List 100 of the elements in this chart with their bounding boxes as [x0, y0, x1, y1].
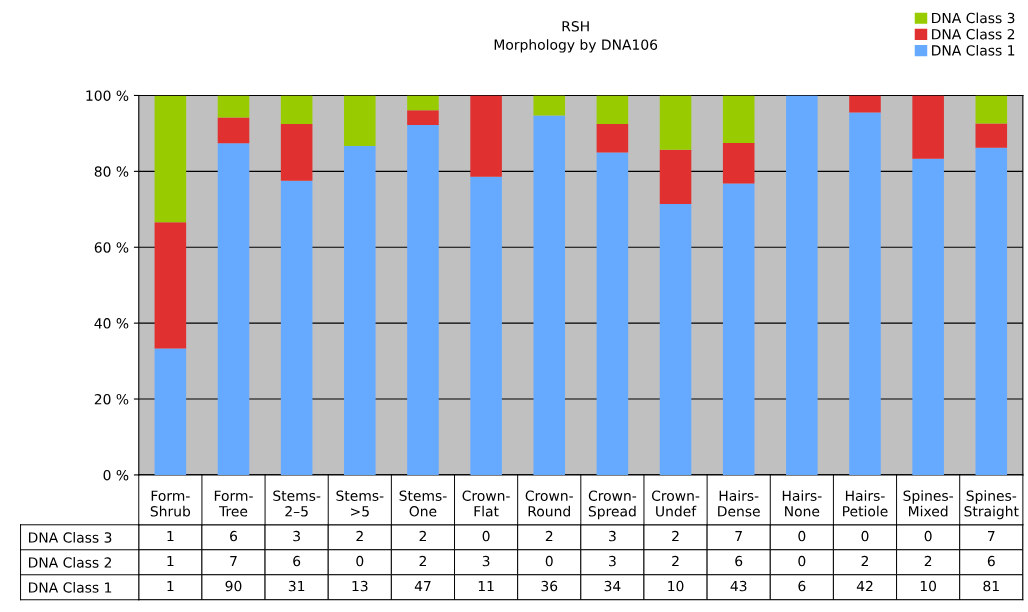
bar [280, 123, 313, 181]
data-label: 6 [230, 530, 238, 542]
bar [722, 142, 755, 184]
x-tick-label: Crown- Flat [462, 490, 510, 517]
bar [154, 348, 187, 475]
bar [217, 117, 250, 144]
x-tick-label: Form- Tree [214, 490, 253, 517]
bar [407, 125, 439, 475]
x-tick-label: Spines- Straight [964, 490, 1019, 520]
data-label: 1 [167, 580, 174, 592]
y-tick-label: DNA Class 1 [29, 581, 112, 593]
data-label: 90 [225, 580, 242, 592]
bar [407, 110, 439, 126]
y-tick-label: DNA Class 2 [29, 557, 112, 568]
x-tick-label: Hairs- None [782, 490, 822, 517]
bar [975, 123, 1008, 148]
data-label: 0 [482, 530, 490, 542]
bar [722, 95, 755, 143]
bar [659, 203, 692, 475]
data-label: 0 [798, 530, 806, 542]
x-tick-label: Crown- Spread [588, 490, 637, 520]
data-label: 81 [983, 580, 999, 592]
data-label: 34 [604, 580, 621, 592]
data-label: 3 [609, 555, 616, 567]
y-tick-label: 80 % [94, 166, 129, 177]
x-tick-label: Form- Shrub [150, 490, 191, 517]
bar [912, 95, 944, 159]
bar [217, 143, 250, 475]
data-label: 43 [730, 580, 747, 592]
bar [849, 112, 881, 475]
data-label: 2 [861, 555, 869, 567]
data-label: 3 [609, 530, 616, 542]
data-label: 11 [478, 580, 494, 592]
data-label: 47 [414, 580, 431, 592]
y-tick-label: DNA Class 3 [29, 532, 112, 543]
y-tick-label: 100 % [86, 90, 129, 101]
data-label: 3 [293, 530, 300, 542]
bar [154, 222, 187, 349]
data-label: 0 [924, 530, 932, 542]
bar [344, 145, 376, 475]
data-label: 3 [482, 555, 490, 567]
data-label: 1 [167, 530, 174, 542]
data-label: 7 [735, 530, 742, 542]
bar [975, 95, 1008, 124]
data-label: 2 [419, 555, 426, 567]
data-label: 36 [541, 580, 558, 592]
bar [596, 152, 629, 475]
legend-label: DNA Class 3 [932, 12, 1015, 24]
data-label: 0 [861, 530, 869, 542]
x-tick-label: Crown- Round [525, 490, 573, 517]
data-label: 6 [293, 555, 301, 567]
data-label: 0 [798, 555, 806, 567]
bar [280, 180, 313, 475]
chart-subtitle: Morphology by DNA106 [494, 39, 658, 53]
data-label: 2 [924, 555, 932, 567]
data-label: 10 [668, 580, 684, 592]
x-tick-label: Spines- Mixed [903, 490, 953, 517]
bar [659, 149, 692, 204]
data-label: 42 [856, 580, 873, 592]
y-tick-label: 40 % [94, 318, 129, 329]
bar [407, 95, 439, 111]
x-tick-label: Stems- >5 [336, 490, 384, 517]
bar [533, 115, 566, 475]
bar [533, 95, 566, 116]
bar [912, 158, 944, 475]
bar [722, 183, 755, 475]
data-label: 2 [672, 555, 679, 567]
y-tick-label: 0 % [103, 469, 129, 481]
legend-label: DNA Class 1 [932, 44, 1015, 56]
data-label: 6 [798, 580, 806, 592]
data-label: 0 [356, 555, 364, 567]
bar [659, 95, 692, 150]
data-label: 6 [987, 555, 995, 567]
data-label: 10 [920, 580, 937, 592]
x-tick-label: Stems- One [399, 490, 447, 517]
bar [849, 95, 881, 113]
bar [280, 95, 313, 124]
x-tick-label: Hairs- Dense [718, 490, 760, 517]
bar [786, 95, 818, 475]
data-label: 31 [288, 580, 305, 592]
data-label: 2 [672, 530, 679, 542]
chart-title: RSH [562, 21, 589, 32]
bar [217, 95, 250, 118]
data-label: 7 [230, 555, 237, 567]
bar [470, 95, 502, 177]
bar [344, 95, 376, 146]
y-tick-label: 60 % [94, 242, 129, 253]
bar [470, 176, 502, 475]
x-tick-label: Hairs- Petiole [843, 490, 888, 517]
x-tick-label: Stems- 2–5 [273, 490, 321, 517]
bar [154, 95, 187, 223]
data-label: 2 [356, 530, 363, 542]
legend-label: DNA Class 2 [932, 28, 1015, 40]
bar [975, 147, 1008, 475]
data-label: 1 [167, 555, 174, 567]
bar [596, 123, 629, 153]
data-label: 7 [988, 530, 995, 542]
data-label: 0 [545, 555, 553, 567]
data-label: 2 [419, 530, 426, 542]
bar [596, 95, 629, 124]
